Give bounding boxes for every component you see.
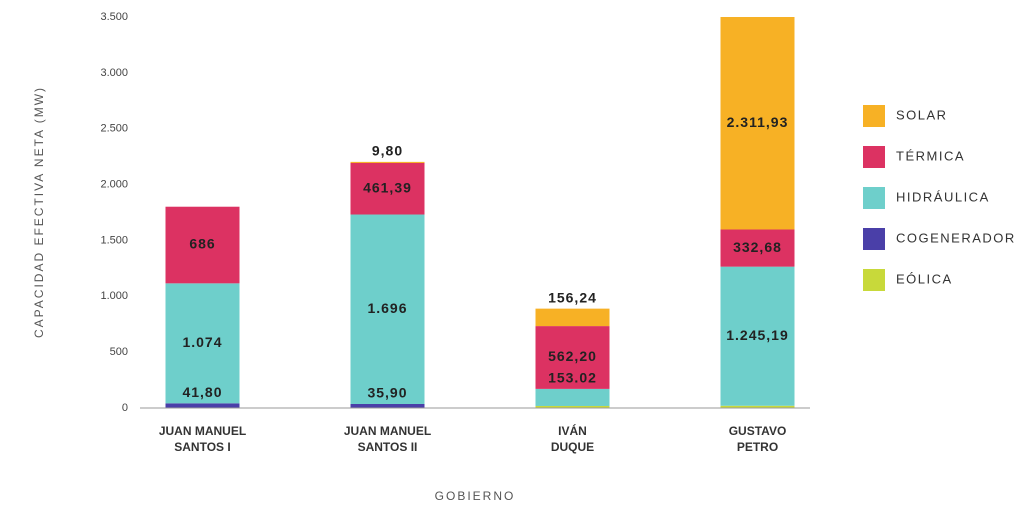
bar-segment	[720, 405, 795, 408]
data-label: 2.311,93	[727, 114, 789, 130]
bar-segment	[165, 206, 240, 284]
data-label: 41,80	[182, 384, 222, 400]
bar-segment	[535, 326, 610, 389]
y-axis-label: CAPACIDAD EFECTIVA NETA (MW)	[32, 86, 46, 338]
data-label: 9,80	[372, 143, 403, 159]
x-axis-label: GOBIERNO	[435, 489, 516, 503]
bar-segment	[165, 403, 240, 408]
y-tick-label: 1.500	[100, 234, 128, 246]
bar-segment	[350, 162, 425, 215]
x-tick-label: JUAN MANUEL	[344, 424, 431, 438]
data-label: 332,68	[733, 239, 782, 255]
x-tick-label: SANTOS II	[358, 440, 418, 454]
y-tick-label: 1.000	[100, 290, 128, 302]
y-tick-label: 500	[110, 346, 128, 358]
y-tick-label: 3.500	[100, 11, 128, 23]
legend-swatch	[863, 228, 885, 250]
y-tick-label: 2.000	[100, 178, 128, 190]
bar-segment	[535, 388, 610, 406]
x-tick-label: IVÁN	[558, 423, 587, 438]
x-tick-label: JUAN MANUEL	[159, 424, 246, 438]
bar-segment	[720, 266, 795, 406]
data-label: 153.02	[548, 370, 597, 386]
bar-segment	[350, 403, 425, 408]
data-label: 686	[189, 236, 215, 252]
legend-label: COGENERADOR	[896, 230, 1016, 245]
bar-segment	[720, 229, 795, 267]
legend-label: TÉRMICA	[896, 148, 965, 163]
bar-segment	[350, 214, 425, 404]
y-tick-label: 3.000	[100, 67, 128, 79]
bar-segment	[350, 161, 425, 163]
bar-segment	[720, 17, 795, 230]
x-tick-label: SANTOS I	[174, 440, 230, 454]
legend-label: SOLAR	[896, 107, 948, 122]
data-label: 156,24	[548, 289, 597, 305]
legend-label: HIDRÁULICA	[896, 189, 990, 204]
x-tick-label: PETRO	[737, 440, 778, 454]
legend-label: EÓLICA	[896, 271, 953, 286]
data-label: 562,20	[548, 348, 597, 364]
data-label: 1.074	[182, 334, 222, 350]
bars	[165, 17, 795, 408]
legend-swatch	[863, 187, 885, 209]
x-tick-label: GUSTAVO	[729, 424, 787, 438]
data-label: 35,90	[367, 385, 407, 401]
x-tick-label: DUQUE	[551, 440, 594, 454]
legend-swatch	[863, 269, 885, 291]
bar-segment	[535, 308, 610, 327]
bar-segment	[535, 405, 610, 408]
y-tick-label: 0	[122, 402, 128, 414]
y-tick-label: 2.500	[100, 123, 128, 135]
data-label: 1.696	[367, 300, 407, 316]
legend-swatch	[863, 105, 885, 127]
data-label: 461,39	[363, 179, 412, 195]
legend-swatch	[863, 146, 885, 168]
data-label: 1.245,19	[726, 327, 789, 343]
bar-segment	[165, 283, 240, 404]
